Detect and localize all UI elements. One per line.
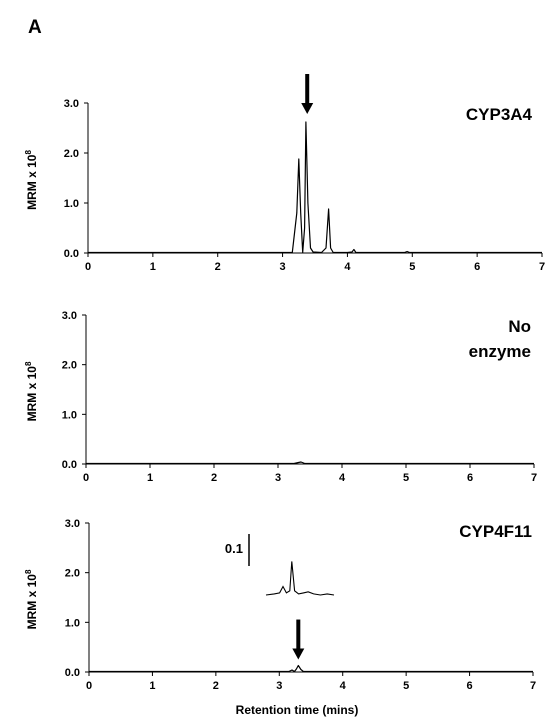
x-tick-label: 1	[147, 472, 153, 484]
chart-panel-1: 0.0 1.0 2.0 3.0 0 1 2 3 4 5 6 7 MRM x 108 CYP3A4	[24, 74, 545, 273]
y-tick-label: 2.0	[62, 360, 77, 372]
x-axis-label: Retention time (mins)	[236, 703, 359, 717]
x-tick-label: 4	[344, 261, 351, 273]
chart-panel-3: 0.0 1.0 2.0 3.0 0 1 2 3 4 5 6 7 MRM x 108 CYP4F11 Rete…	[24, 518, 536, 717]
x-tick-label: 4	[340, 680, 347, 692]
y-axis-label: MRM x 108	[24, 569, 39, 629]
y-tick-label: 1.0	[62, 409, 77, 421]
x-tick-label: 6	[474, 261, 480, 273]
figure-panel-letter: A	[28, 17, 42, 38]
y-tick-label: 2.0	[64, 148, 79, 160]
x-tick-label: 3	[275, 472, 281, 484]
peak-arrow-head	[292, 648, 305, 660]
x-tick-label: 2	[215, 261, 221, 273]
x-tick-label: 0	[86, 680, 92, 692]
x-tick-label: 7	[530, 680, 536, 692]
x-tick-label: 5	[403, 680, 409, 692]
y-tick-label: 3.0	[64, 98, 79, 110]
chromatogram-trace	[86, 461, 534, 465]
inset-scale-label: 0.1	[225, 541, 243, 556]
y-tick-label: 3.0	[62, 310, 77, 322]
x-tick-label: 6	[467, 472, 473, 484]
inset-trace	[265, 561, 335, 596]
x-tick-label: 5	[403, 472, 409, 484]
x-tick-label: 3	[280, 261, 286, 273]
y-tick-label: 0.0	[64, 248, 79, 260]
y-tick-label: 1.0	[65, 617, 80, 629]
chart-panel-2: 0.0 1.0 2.0 3.0 0 1 2 3 4 5 6 7 MRM x 108 No enzyme	[24, 310, 537, 484]
x-tick-label: 1	[149, 680, 155, 692]
y-tick-label: 0.0	[65, 667, 80, 679]
panel-label: CYP3A4	[466, 105, 533, 124]
panel-label-line: No	[508, 317, 531, 336]
x-tick-label: 0	[85, 261, 91, 273]
x-tick-label: 0	[83, 472, 89, 484]
x-tick-label: 6	[467, 680, 473, 692]
x-tick-label: 7	[539, 261, 545, 273]
chromatogram-trace	[89, 664, 533, 673]
panel-label-line: enzyme	[469, 342, 531, 361]
y-tick-label: 0.0	[62, 459, 77, 471]
x-tick-label: 5	[409, 261, 415, 273]
x-tick-label: 1	[150, 261, 156, 273]
y-tick-label: 3.0	[65, 518, 80, 530]
y-axis-label: MRM x 108	[24, 150, 39, 210]
y-tick-label: 1.0	[64, 198, 79, 210]
y-tick-label: 2.0	[65, 568, 80, 580]
x-tick-label: 3	[276, 680, 282, 692]
inset-chromatogram: 0.1	[225, 534, 335, 596]
x-tick-label: 2	[213, 680, 219, 692]
x-tick-label: 7	[531, 472, 537, 484]
x-tick-label: 4	[339, 472, 346, 484]
panel-label: CYP4F11	[459, 522, 532, 541]
chromatogram-trace	[88, 121, 542, 254]
x-tick-label: 2	[211, 472, 217, 484]
y-axis-label: MRM x 108	[24, 361, 39, 421]
peak-arrow-head	[301, 103, 314, 114]
